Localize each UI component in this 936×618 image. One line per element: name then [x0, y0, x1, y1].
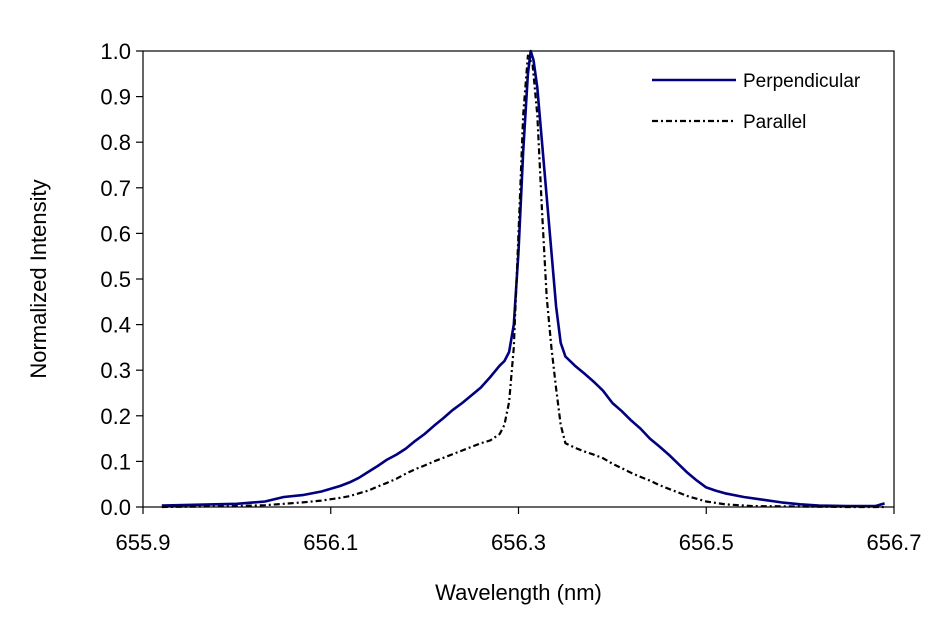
y-axis-ticks: 0.0 0.1 0.2 0.3 0.4 0.5 0.6 0.7 0.8 0.9 1.0 [100, 39, 143, 520]
legend-label-parallel: Parallel [743, 112, 806, 133]
y-tick-label: 0.9 [100, 85, 131, 110]
legend: Perpendicular Parallel [652, 71, 861, 133]
y-tick-label: 0.3 [100, 358, 131, 383]
x-axis-label: Wavelength (nm) [435, 580, 602, 605]
series-layer [161, 49, 885, 509]
x-tick-label: 656.3 [491, 530, 546, 555]
legend-label-perpendicular: Perpendicular [743, 71, 861, 92]
x-tick-label: 656.5 [679, 530, 734, 555]
y-tick-label: 0.2 [100, 404, 131, 429]
y-tick-label: 0.4 [100, 313, 131, 338]
y-axis-label: Normalized Intensity [26, 179, 51, 378]
y-tick-label: 0.7 [100, 176, 131, 201]
y-tick-label: 0.6 [100, 221, 131, 246]
x-tick-label: 656.7 [866, 530, 921, 555]
y-tick-label: 0.1 [100, 449, 131, 474]
y-tick-label: 0.5 [100, 267, 131, 292]
x-axis-ticks: 655.9 656.1 656.3 656.5 656.7 [115, 507, 922, 555]
x-tick-label: 656.1 [303, 530, 358, 555]
series-line-perpendicular [161, 49, 885, 508]
x-tick-label: 655.9 [115, 530, 170, 555]
y-tick-label: 0.8 [100, 130, 131, 155]
y-tick-label: 0.0 [100, 495, 131, 520]
y-tick-label: 1.0 [100, 39, 131, 64]
series-line-parallel [161, 54, 885, 509]
